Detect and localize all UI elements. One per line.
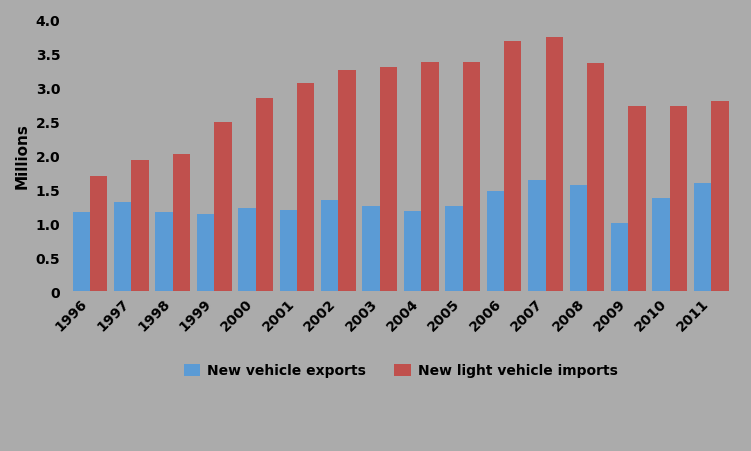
Bar [711,102,728,291]
Bar [463,63,480,291]
Bar [197,215,214,291]
Bar [694,183,711,291]
Bar [73,212,90,291]
Bar [131,161,149,291]
Y-axis label: Millions: Millions [15,123,30,189]
Bar [214,123,231,291]
Bar [670,107,687,291]
Legend: New vehicle exports, New light vehicle imports: New vehicle exports, New light vehicle i… [178,358,623,383]
Bar [255,98,273,291]
Bar [611,224,629,291]
Bar [279,210,297,291]
Bar [629,107,646,291]
Bar [363,207,380,291]
Bar [587,64,605,291]
Bar [528,181,545,291]
Bar [569,185,587,291]
Bar [421,63,439,291]
Bar [114,202,131,291]
Bar [90,176,107,291]
Bar [321,201,339,291]
Bar [173,155,190,291]
Bar [380,68,397,291]
Bar [445,207,463,291]
Bar [545,38,563,291]
Bar [504,42,521,291]
Bar [297,83,315,291]
Bar [653,199,670,291]
Bar [339,71,356,291]
Bar [487,192,504,291]
Bar [404,212,421,291]
Bar [238,209,255,291]
Bar [155,212,173,291]
